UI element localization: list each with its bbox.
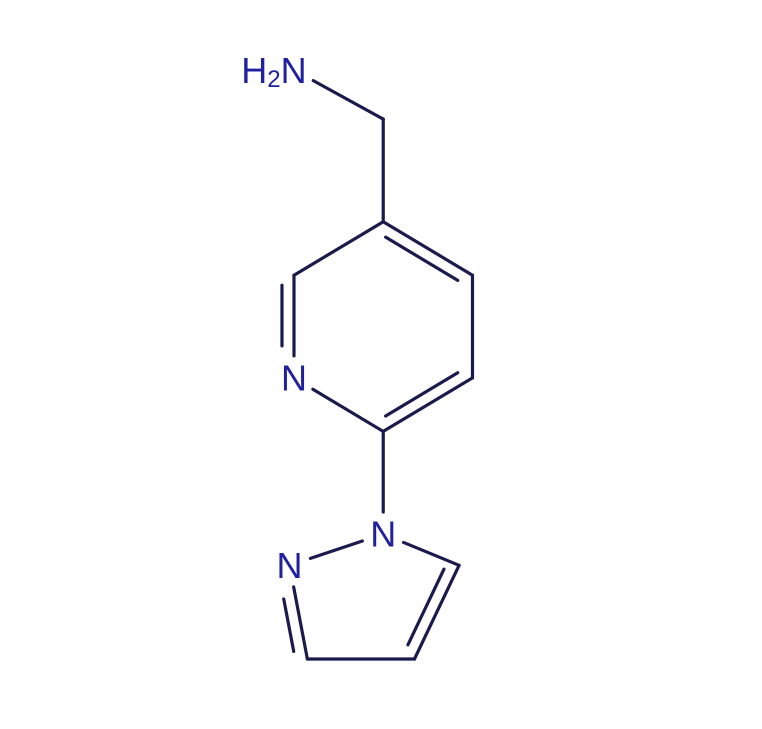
svg-text:N: N bbox=[370, 514, 396, 555]
svg-text:N: N bbox=[281, 357, 307, 398]
svg-text:N: N bbox=[277, 545, 303, 586]
molecule-diagram: H2N N N N bbox=[0, 0, 762, 729]
svg-text:H2N: H2N bbox=[241, 50, 306, 93]
